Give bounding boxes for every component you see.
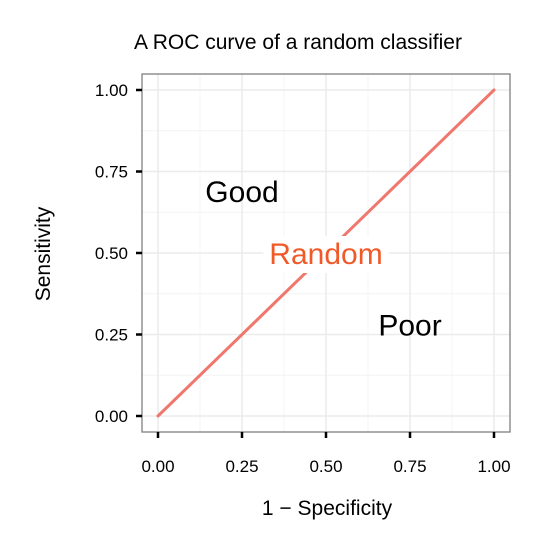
annotation-random: Random bbox=[263, 236, 388, 273]
y-axis-title: Sensitivity bbox=[32, 206, 55, 301]
x-axis: 0.00 0.25 0.50 0.75 1.00 bbox=[141, 432, 510, 476]
x-tick-label: 1.00 bbox=[477, 457, 510, 476]
annotation-poor-label: Poor bbox=[378, 310, 441, 343]
x-tick-label: 0.25 bbox=[225, 457, 258, 476]
y-tick-label: 0.25 bbox=[95, 326, 128, 345]
x-tick-label: 0.00 bbox=[141, 457, 174, 476]
y-tick-label: 0.00 bbox=[95, 407, 128, 426]
annotation-good: Good bbox=[205, 176, 278, 209]
x-tick-label: 0.50 bbox=[309, 457, 342, 476]
y-tick-label: 0.75 bbox=[95, 163, 128, 182]
plot-area: Good Random Poor bbox=[142, 74, 510, 432]
y-axis: 0.00 0.25 0.50 0.75 1.00 bbox=[95, 81, 142, 426]
chart-title: A ROC curve of a random classifier bbox=[134, 31, 462, 54]
annotation-random-label: Random bbox=[269, 238, 382, 271]
x-tick-label: 0.75 bbox=[393, 457, 426, 476]
x-axis-title: 1 − Specificity bbox=[262, 497, 393, 520]
y-tick-label: 0.50 bbox=[95, 244, 128, 263]
y-tick-label: 1.00 bbox=[95, 81, 128, 100]
annotation-poor: Poor bbox=[378, 310, 441, 343]
annotation-good-label: Good bbox=[205, 176, 278, 209]
